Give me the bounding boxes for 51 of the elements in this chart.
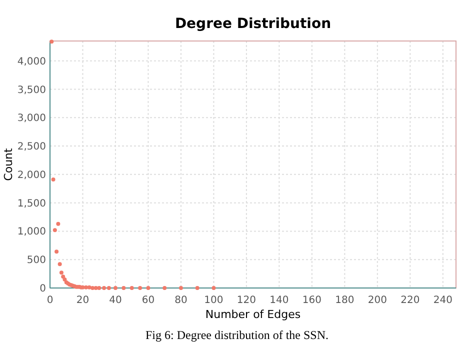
x-tick-label: 40 [109,295,122,306]
x-tick-label: 100 [204,295,224,306]
x-tick-label: 140 [270,295,289,306]
chart-title: Degree Distribution [174,16,332,32]
y-tick-label: 2,000 [17,170,46,181]
y-tick-label: 500 [26,255,46,266]
point [138,286,142,290]
x-tick-label: 60 [142,295,155,306]
y-tick-label: 3,000 [17,113,46,124]
point [106,286,111,290]
point [50,40,54,44]
point [146,286,150,290]
point [59,270,64,275]
point [212,286,216,290]
y-axis-title: Count [2,147,15,181]
point [130,286,134,290]
x-tick-label: 80 [174,295,188,306]
point [122,286,126,290]
y-tick-label: 1,000 [17,226,46,238]
point [52,228,57,232]
y-tick-label: 3,500 [17,84,46,96]
x-tick-label: 180 [335,295,354,306]
point [178,286,183,290]
x-axis-title: Number of Edges [205,308,301,321]
point [102,286,106,290]
x-tick-label: 0 [46,295,54,306]
point [97,286,102,290]
y-tick-label: 4,000 [17,56,46,68]
x-tick-label: 20 [76,295,90,306]
point [195,286,200,290]
point [56,222,60,226]
caption: Fig 6: Degree distribution of the SSN. [146,328,328,342]
y-tick-label: 2,500 [17,142,46,153]
point [51,178,56,182]
x-tick-label: 160 [302,295,322,306]
y-tick-label: 0 [40,284,46,294]
point [62,277,67,282]
point [113,286,118,290]
point [162,286,167,290]
point [87,285,92,290]
x-tick-label: 220 [400,295,420,306]
point [58,262,62,266]
point [54,250,59,254]
point [90,286,95,290]
x-tick-label: 200 [368,295,387,306]
x-tick-label: 240 [433,295,452,306]
y-tick-label: 1,500 [17,198,46,210]
x-tick-label: 120 [236,295,256,306]
point [61,274,66,279]
point [94,286,98,290]
point [84,285,88,290]
